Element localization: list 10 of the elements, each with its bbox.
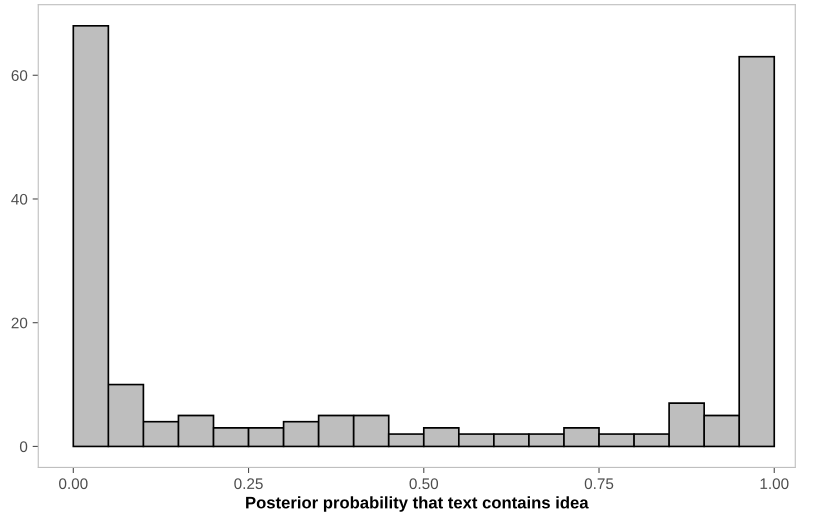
x-tick-label: 0.50 <box>410 478 438 490</box>
y-tick-label: 0 <box>20 441 28 452</box>
x-axis-title: Posterior probability that text contains idea <box>246 496 589 512</box>
x-tick-label: 0.25 <box>234 478 263 490</box>
y-tick-label: 60 <box>12 70 28 81</box>
x-tick-label: 0.75 <box>584 478 614 490</box>
x-tick-label: 1.00 <box>760 478 789 490</box>
y-tick-label: 20 <box>12 318 28 328</box>
y-tick-label: 40 <box>11 194 28 205</box>
x-tick-label: 0.00 <box>59 478 88 490</box>
